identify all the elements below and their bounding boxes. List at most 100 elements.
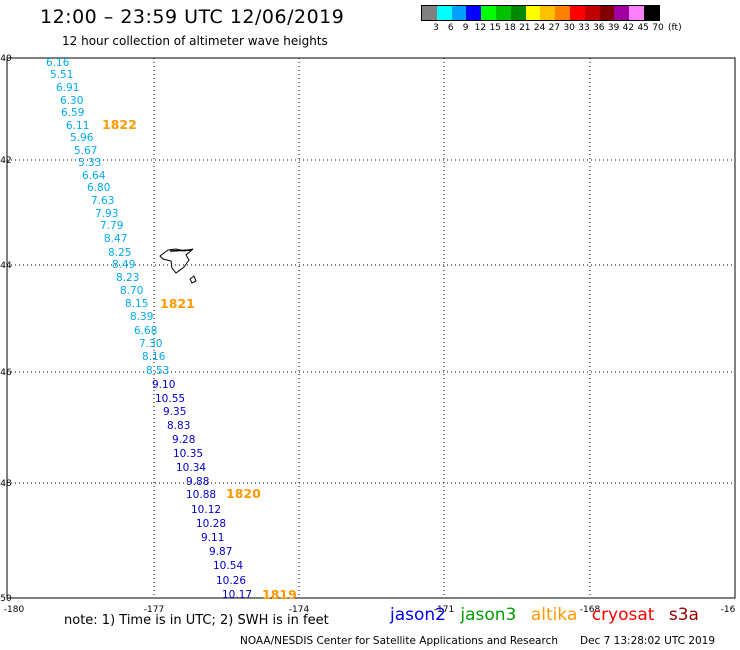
credit-line: NOAA/NESDIS Center for Satellite Applica…: [240, 635, 558, 647]
wave-height-label: 9.11: [201, 532, 224, 544]
legend-swatch: [481, 6, 496, 20]
map-frame: [6, 57, 736, 599]
wave-height-label: 8.16: [142, 351, 166, 363]
legend-label: 45: [637, 23, 649, 33]
track-time-label: 1821: [160, 296, 195, 311]
wave-height-label: 10.54: [213, 560, 243, 572]
wave-height-label: 10.28: [196, 518, 226, 530]
wave-height-label: 6.68: [134, 325, 157, 337]
legend-swatches: [421, 5, 660, 21]
legend-swatch: [599, 6, 615, 20]
legend-swatch: [422, 6, 437, 20]
wave-height-label: 7.93: [95, 208, 118, 220]
legend-swatch: [495, 6, 511, 20]
island-outline: [159, 248, 197, 284]
legend-swatch: [614, 6, 630, 20]
wave-height-label: 9.28: [172, 434, 195, 446]
wave-height-label: 10.34: [176, 462, 206, 474]
legend-label: 39: [607, 23, 620, 33]
wave-height-label: 6.16: [46, 57, 70, 69]
legend-label: 24: [533, 23, 546, 33]
wave-height-label: 8.15: [125, 298, 148, 310]
track-time-label: 1820: [226, 486, 261, 501]
legend-label: 21: [519, 23, 531, 33]
wave-height-label: 10.26: [216, 575, 246, 587]
x-tick-label: -174: [289, 605, 310, 615]
wave-height-label: 9.88: [186, 476, 209, 488]
legend-label: 42: [622, 23, 635, 33]
legend-swatch: [555, 6, 570, 20]
wave-height-label: 6.80: [87, 182, 110, 194]
legend-label: 15: [489, 23, 501, 33]
wave-height-label: 5.96: [70, 132, 94, 144]
satellite-altika: altika: [530, 605, 578, 625]
wave-height-label: 5.67: [74, 145, 97, 157]
wave-height-label: 8.39: [130, 311, 153, 323]
legend-swatch: [525, 6, 541, 20]
legend-label: 36: [593, 23, 605, 33]
y-tick-label: -42: [0, 156, 12, 166]
note-text: note: 1) Time is in UTC; 2) SWH is in fe…: [64, 613, 329, 628]
wave-height-label: 8.47: [104, 233, 127, 245]
legend-swatch: [510, 6, 526, 20]
y-tick-label: -48: [0, 479, 12, 489]
legend-label: 27: [548, 23, 561, 33]
wave-height-label: 8.49: [112, 259, 135, 271]
wave-height-label: 8.83: [167, 420, 190, 432]
satellite-jason3: jason3: [460, 605, 517, 625]
wave-height-label: 10.88: [186, 489, 216, 501]
page-subtitle: 12 hour collection of altimeter wave hei…: [62, 34, 328, 48]
x-tick-label: -180: [4, 605, 25, 615]
wave-height-label: 10.35: [173, 448, 203, 460]
wave-height-label: 7.63: [91, 195, 114, 207]
wave-height-label: 8.70: [120, 285, 143, 297]
wave-height-label: 6.30: [60, 95, 83, 107]
track-labels: 1822 1821 1820 1819: [102, 117, 297, 602]
satellite-jason2: jason2: [390, 605, 446, 625]
track-time-label: 1822: [102, 117, 137, 132]
x-tick-label: -168: [580, 605, 601, 615]
wave-height-label: 6.11: [66, 120, 89, 132]
y-tick-label: -50: [0, 594, 12, 604]
legend-label: 12: [474, 23, 487, 33]
legend-swatch: [436, 6, 452, 20]
legend-swatch: [629, 6, 644, 20]
wave-height-label: 8.25: [108, 247, 131, 259]
y-tick-label: -44: [0, 261, 12, 271]
wave-height-label: 10.17: [222, 589, 252, 601]
legend-label: 6: [447, 23, 454, 33]
legend-swatch: [540, 6, 556, 20]
satellite-legend: jason2 jason3 altika cryosat s3a: [390, 605, 708, 625]
legend-swatch: [643, 6, 659, 20]
wave-height-label: 9.35: [163, 406, 186, 418]
legend-label: 70: [652, 23, 664, 33]
x-tick-label: -171: [434, 605, 454, 615]
legend-label: 3: [433, 23, 439, 33]
wave-height-label: 10.12: [191, 504, 221, 516]
legend-swatch: [466, 6, 482, 20]
legend-labels: 3 6 9 12 15 18 21 24 27 30 33 36 39 42 45 70 (ft): [421, 21, 681, 35]
color-legend: 3 6 9 12 15 18 21 24 27 30 33 36 39 42 45 70 (ft): [421, 5, 682, 35]
y-tick-labels: -40 -42 -44 -46 -48 -50: [0, 54, 12, 604]
legend-swatch: [584, 6, 600, 20]
wave-height-label: 6.64: [82, 170, 106, 182]
wave-height-label: 8.53: [146, 365, 169, 377]
x-tick-labels: -180 -177 -174 -171 -168 -16: [4, 605, 736, 615]
legend-label: (ft): [668, 23, 682, 33]
wave-height-label: 8.23: [116, 272, 139, 284]
track-time-label: 1819: [262, 587, 297, 602]
satellite-cryosat: cryosat: [591, 605, 655, 625]
legend-label: 33: [578, 23, 590, 33]
x-tick-label: -16: [721, 605, 736, 615]
wave-height-label: 9.87: [209, 546, 232, 558]
timestamp: Dec 7 13:28:02 UTC 2019: [580, 635, 716, 647]
x-tick-label: -177: [144, 605, 164, 615]
wave-height-label: 5.51: [50, 69, 73, 81]
wave-height-label: 5.33: [78, 157, 101, 169]
wave-height-points: 6.165.516.916.306.596.115.965.675.336.64…: [46, 57, 252, 601]
page-title: 12:00 – 23:59 UTC 12/06/2019: [40, 6, 345, 28]
wave-height-label: 7.30: [139, 338, 162, 350]
y-tick-label: -46: [0, 368, 12, 378]
legend-label: 9: [462, 23, 469, 33]
